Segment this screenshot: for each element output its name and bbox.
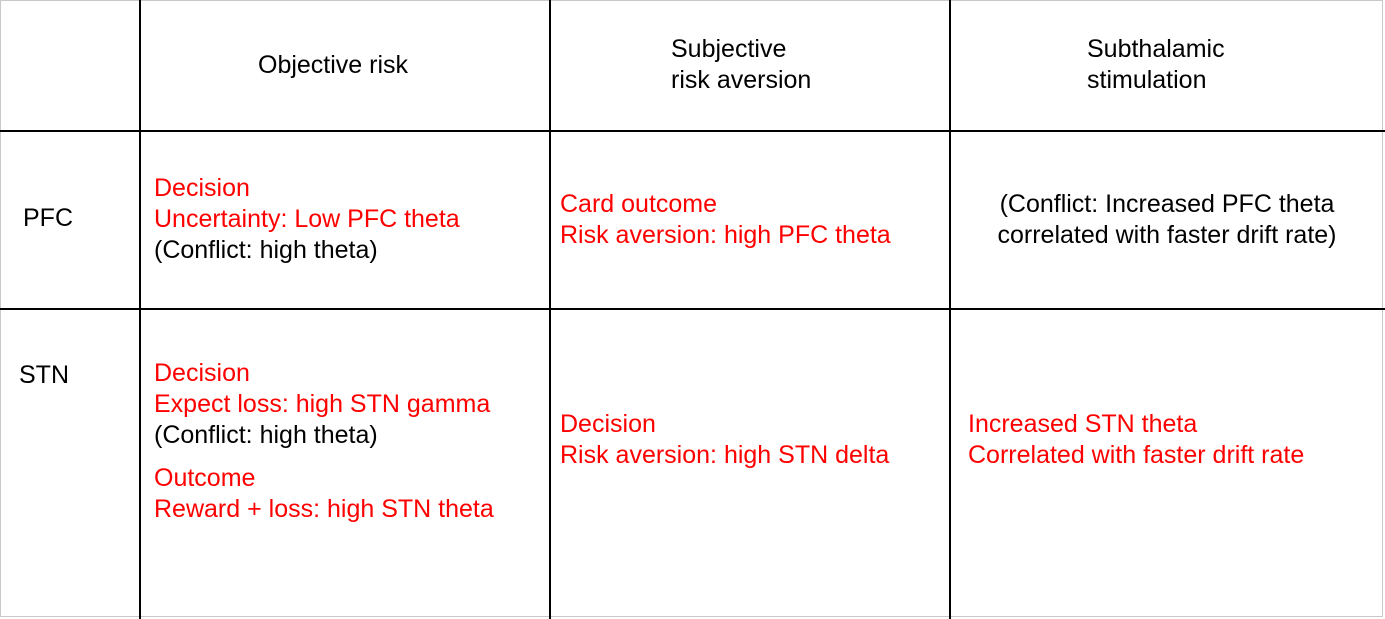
header-subjective-risk-aversion: Subjective risk aversion (671, 35, 812, 94)
pfc-stimulation-cell: (Conflict: Increased PFC theta correlate… (997, 190, 1337, 249)
stn-objective-cell: Decision Expect loss: high STN gamma (Co… (154, 359, 494, 523)
row-label-pfc: PFC (23, 204, 73, 232)
stn-subjective-cell: Decision Risk aversion: high STN delta (560, 410, 890, 469)
row-divider-1 (0, 130, 1385, 132)
row-divider-2 (0, 308, 1385, 310)
stn-stimulation-cell: Increased STN theta Correlated with fast… (968, 410, 1305, 469)
row-label-stn: STN (19, 361, 69, 389)
pfc-objective-cell: Decision Uncertainty: Low PFC theta (Con… (154, 174, 460, 264)
header-subthalamic-stimulation: Subthalamic stimulation (1087, 35, 1225, 94)
pfc-subjective-cell: Card outcome Risk aversion: high PFC the… (560, 190, 891, 249)
header-objective-risk: Objective risk (258, 51, 409, 79)
